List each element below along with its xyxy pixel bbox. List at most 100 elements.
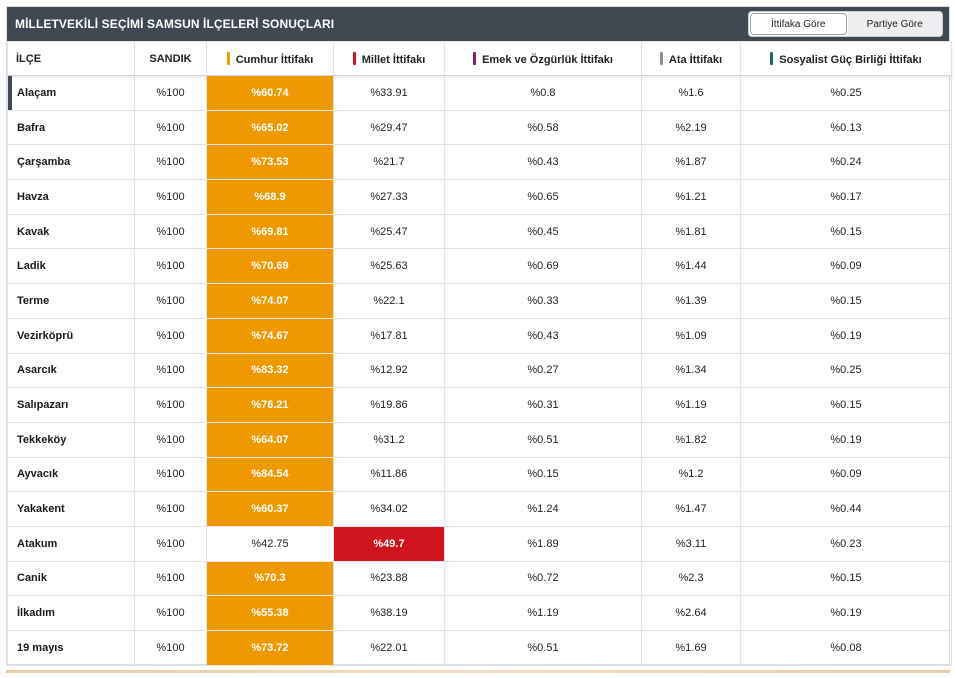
row-millet: %25.47 <box>333 213 445 250</box>
table-row[interactable]: Canik %100 %70.3 %23.88 %0.72 %2.3 %0.15 <box>7 560 952 597</box>
row-ilce: Vezirköprü <box>7 317 135 354</box>
row-millet: %29.47 <box>333 109 445 146</box>
row-millet: %21.7 <box>333 144 445 181</box>
row-ilce: Bafra <box>7 109 135 146</box>
row-ata: %2.19 <box>641 109 741 146</box>
row-sosyalist: %0.23 <box>740 525 952 562</box>
row-ilce: Yakakent <box>7 491 135 527</box>
toggle-alliance-button[interactable]: İttifaka Göre <box>750 13 847 35</box>
row-ilce: Ayvacık <box>7 456 135 493</box>
row-sandik: %100 <box>134 317 207 354</box>
row-sosyalist: %0.25 <box>740 75 952 111</box>
table-row[interactable]: Terme %100 %74.07 %22.1 %0.33 %1.39 %0.1… <box>7 283 952 319</box>
row-sandik: %100 <box>134 630 207 666</box>
toggle-party-button[interactable]: Partiye Göre <box>847 12 942 36</box>
emek-color-marker <box>473 51 477 65</box>
row-ilce: İlkadım <box>7 595 135 631</box>
row-millet: %31.2 <box>333 421 445 458</box>
column-header-sosyalist-label: Sosyalist Güç Birliği İttifakı <box>779 53 922 66</box>
table-row[interactable]: Ladik %100 %70.69 %25.63 %0.69 %1.44 %0.… <box>7 248 952 285</box>
row-emek: %0.72 <box>444 560 642 597</box>
table-row[interactable]: Kavak %100 %69.81 %25.47 %0.45 %1.81 %0.… <box>7 213 952 250</box>
column-header-sandik[interactable]: SANDIK <box>134 41 207 76</box>
row-cumhur: %74.07 <box>206 283 334 319</box>
row-millet: %25.63 <box>333 248 445 285</box>
row-emek: %0.15 <box>444 456 642 493</box>
row-sosyalist: %0.15 <box>740 283 952 319</box>
table-row[interactable]: Tekkeköy %100 %64.07 %31.2 %0.51 %1.82 %… <box>7 421 952 458</box>
row-ilce: Tekkeköy <box>7 421 135 458</box>
row-sosyalist: %0.19 <box>740 595 952 631</box>
table-row[interactable]: Ayvacık %100 %84.54 %11.86 %0.15 %1.2 %0… <box>7 456 952 493</box>
column-header-cumhur[interactable]: Cumhur İttifakı <box>206 41 334 76</box>
row-cumhur: %84.54 <box>206 456 334 493</box>
row-sosyalist: %0.25 <box>740 352 952 389</box>
results-table: İLÇE SANDIK Cumhur İttifakı Millet İttif… <box>7 41 952 666</box>
row-ata: %1.69 <box>641 630 741 666</box>
row-ilce: Canik <box>7 560 135 597</box>
table-row[interactable]: Çarşamba %100 %73.53 %21.7 %0.43 %1.87 %… <box>7 144 952 181</box>
row-sosyalist: %0.19 <box>740 317 952 354</box>
row-millet: %34.02 <box>333 491 445 527</box>
table-header: İLÇE SANDIK Cumhur İttifakı Millet İttif… <box>7 41 952 76</box>
row-millet: %23.88 <box>333 560 445 597</box>
row-sandik: %100 <box>134 560 207 597</box>
row-ilce: Havza <box>7 179 135 215</box>
row-ilce: Çarşamba <box>7 144 135 181</box>
column-header-ata[interactable]: Ata İttifakı <box>641 41 741 76</box>
row-sosyalist: %0.15 <box>740 560 952 597</box>
column-header-sosyalist[interactable]: Sosyalist Güç Birliği İttifakı <box>740 41 952 76</box>
table-row[interactable]: İlkadım %100 %55.38 %38.19 %1.19 %2.64 %… <box>7 595 952 631</box>
row-sandik: %100 <box>134 352 207 389</box>
row-ata: %1.19 <box>641 387 741 423</box>
row-ata: %1.21 <box>641 179 741 215</box>
row-cumhur: %73.53 <box>206 144 334 181</box>
cumhur-color-marker <box>226 51 230 65</box>
row-millet: %22.1 <box>333 283 445 319</box>
row-millet: %22.01 <box>333 630 445 666</box>
header-bar: MİLLETVEKİLİ SEÇİMİ SAMSUN İLÇELERİ SONU… <box>7 7 949 41</box>
row-emek: %0.45 <box>444 213 642 250</box>
row-emek: %0.58 <box>444 109 642 146</box>
column-header-millet[interactable]: Millet İttifakı <box>333 41 445 76</box>
row-cumhur: %70.3 <box>206 560 334 597</box>
ata-color-marker <box>659 51 663 65</box>
table-row[interactable]: Yakakent %100 %60.37 %34.02 %1.24 %1.47 … <box>7 491 952 527</box>
column-header-cumhur-label: Cumhur İttifakı <box>235 53 314 66</box>
row-emek: %1.89 <box>444 525 642 562</box>
table-row[interactable]: Bafra %100 %65.02 %29.47 %0.58 %2.19 %0.… <box>7 109 952 146</box>
footer-divider <box>6 670 950 673</box>
column-header-emek[interactable]: Emek ve Özgürlük İttifakı <box>444 41 642 76</box>
row-millet: %19.86 <box>333 387 445 423</box>
row-sosyalist: %0.13 <box>740 109 952 146</box>
row-ata: %1.09 <box>641 317 741 354</box>
table-row[interactable]: Alaçam %100 %60.74 %33.91 %0.8 %1.6 %0.2… <box>7 75 952 111</box>
row-cumhur: %42.75 <box>206 525 334 562</box>
row-cumhur: %55.38 <box>206 595 334 631</box>
row-sosyalist: %0.19 <box>740 421 952 458</box>
row-sosyalist: %0.44 <box>740 491 952 527</box>
row-sandik: %100 <box>134 75 207 111</box>
row-cumhur: %76.21 <box>206 387 334 423</box>
row-sosyalist: %0.15 <box>740 387 952 423</box>
row-sosyalist: %0.17 <box>740 179 952 215</box>
row-emek: %0.27 <box>444 352 642 389</box>
table-row[interactable]: Havza %100 %68.9 %27.33 %0.65 %1.21 %0.1… <box>7 179 952 215</box>
table-row[interactable]: Salıpazarı %100 %76.21 %19.86 %0.31 %1.1… <box>7 387 952 423</box>
row-cumhur: %73.72 <box>206 630 334 666</box>
row-ilce: Terme <box>7 283 135 319</box>
row-cumhur: %74.67 <box>206 317 334 354</box>
row-ata: %1.87 <box>641 144 741 181</box>
row-millet: %38.19 <box>333 595 445 631</box>
row-ilce: Asarcık <box>7 352 135 389</box>
row-ata: %1.44 <box>641 248 741 285</box>
row-sosyalist: %0.09 <box>740 248 952 285</box>
row-ata: %1.6 <box>641 75 741 111</box>
table-row[interactable]: Asarcık %100 %83.32 %12.92 %0.27 %1.34 %… <box>7 352 952 389</box>
column-header-ilce[interactable]: İLÇE <box>7 41 135 76</box>
sosyalist-color-marker <box>770 51 774 65</box>
column-header-millet-label: Millet İttifakı <box>361 53 426 66</box>
table-row[interactable]: Atakum %100 %42.75 %49.7 %1.89 %3.11 %0.… <box>7 525 952 562</box>
table-row[interactable]: 19 mayıs %100 %73.72 %22.01 %0.51 %1.69 … <box>7 630 952 666</box>
table-row[interactable]: Vezirköprü %100 %74.67 %17.81 %0.43 %1.0… <box>7 317 952 354</box>
